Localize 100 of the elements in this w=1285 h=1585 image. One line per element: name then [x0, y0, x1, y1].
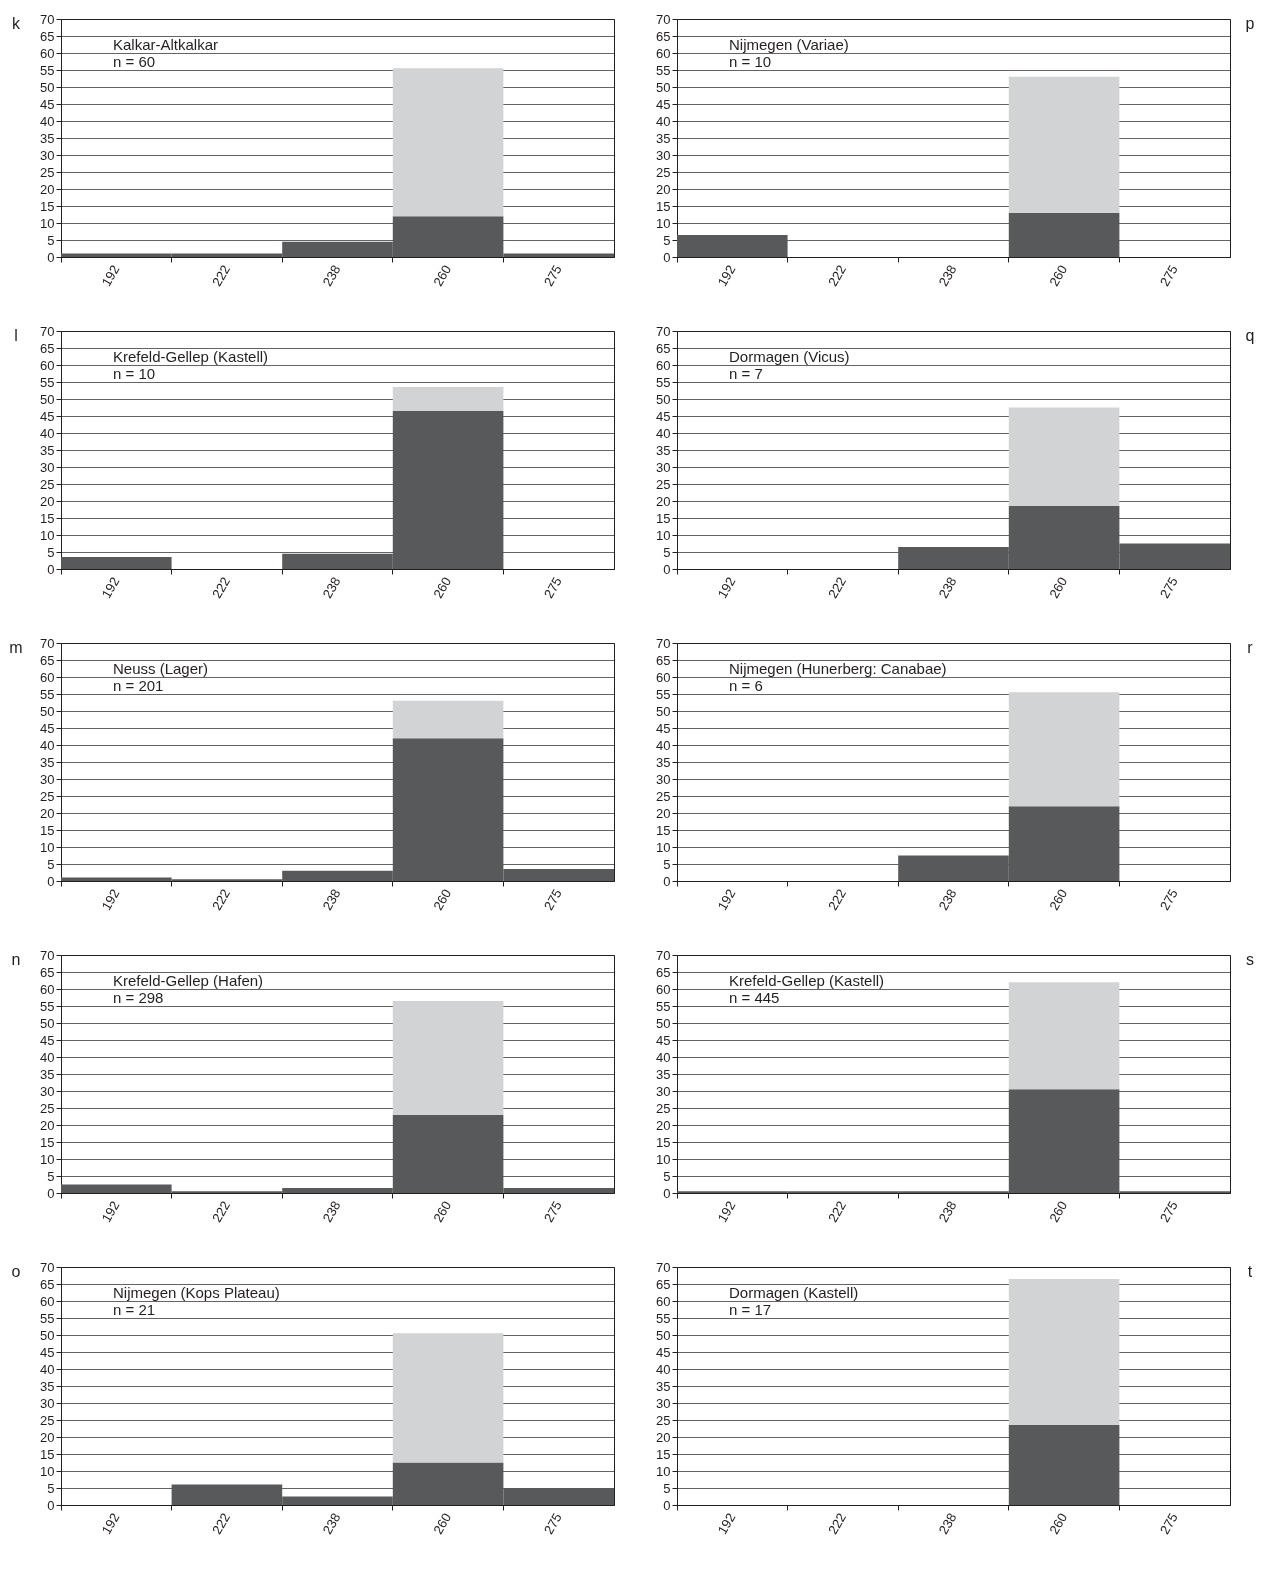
y-tick-label: 20: [40, 1117, 55, 1133]
x-tick-label: 275: [1156, 886, 1181, 913]
y-tick-label: 30: [656, 459, 671, 475]
text: Kalkar-Altkalkar: [113, 35, 219, 53]
x-tick-label: 222: [825, 1198, 849, 1225]
y-tick-label: 30: [656, 771, 671, 787]
x-tick-label: 260: [430, 574, 455, 601]
y-tick-label: 5: [47, 1168, 55, 1184]
y-tick-label: 35: [656, 130, 671, 146]
text: n = 201: [113, 676, 164, 694]
y-tick-label: 30: [656, 1083, 671, 1099]
y-tick-label: 40: [656, 1049, 671, 1065]
y-tick-label: 50: [40, 1327, 55, 1343]
bar: [1008, 692, 1120, 807]
x-tick-label: 238: [319, 1198, 344, 1225]
y-tick-label: 10: [656, 1463, 671, 1479]
y-tick-label: 60: [656, 45, 671, 61]
y-tick-label: 50: [40, 79, 55, 95]
x-tick-label: 275: [540, 886, 565, 913]
y-tick-label: 20: [656, 181, 671, 197]
x-tick-label: 260: [1046, 886, 1071, 913]
y-tick-label: 20: [656, 1429, 671, 1445]
x-tick-label: 192: [98, 574, 123, 601]
text: k: [12, 15, 21, 32]
y-tick-label: 20: [40, 181, 55, 197]
x-tick-label: 238: [935, 1510, 960, 1537]
x-tick-label: 222: [209, 574, 233, 601]
text: n = 17: [729, 1300, 772, 1318]
text: Dormagen (Vicus): [729, 347, 850, 365]
y-tick-label: 10: [40, 1151, 55, 1167]
bar: [1008, 212, 1120, 257]
text: Nijmegen (Variae): [729, 35, 849, 53]
y-tick-label: 35: [40, 130, 55, 146]
y-tick-label: 30: [40, 1083, 55, 1099]
y-tick-label: 25: [40, 164, 55, 180]
y-tick-label: 40: [40, 425, 55, 441]
text: m: [9, 639, 23, 656]
y-tick-label: 60: [656, 1293, 671, 1309]
y-tick-label: 65: [656, 340, 671, 356]
x-tick-label: 260: [1046, 1510, 1071, 1537]
y-tick-label: 10: [656, 1151, 671, 1167]
y-tick-label: 35: [40, 1066, 55, 1082]
y-tick-label: 30: [40, 147, 55, 163]
y-tick-label: 55: [40, 1310, 55, 1326]
y-tick-label: 35: [656, 754, 671, 770]
y-tick-label: 25: [656, 788, 671, 804]
y-tick-label: 70: [656, 635, 671, 651]
x-tick-label: 260: [430, 886, 455, 913]
y-tick-label: 10: [40, 215, 55, 231]
y-tick-label: 45: [656, 96, 671, 112]
y-tick-label: 0: [47, 1497, 55, 1513]
x-tick-label: 260: [430, 262, 455, 289]
bar: [61, 557, 172, 569]
y-tick-label: 70: [656, 323, 671, 339]
y-tick-label: 20: [656, 493, 671, 509]
text: t: [1247, 1263, 1253, 1280]
x-tick-label: 192: [98, 886, 123, 913]
text: l: [14, 327, 18, 344]
y-tick-label: 35: [40, 754, 55, 770]
bar: [1008, 407, 1120, 507]
y-tick-label: 15: [40, 1446, 55, 1462]
y-tick-label: 65: [40, 28, 55, 44]
y-tick-label: 0: [663, 561, 671, 577]
y-tick-label: 25: [40, 476, 55, 492]
y-tick-label: 70: [40, 323, 55, 339]
y-tick-label: 20: [40, 1429, 55, 1445]
y-tick-label: 20: [40, 805, 55, 821]
y-tick-label: 35: [656, 1066, 671, 1082]
y-tick-label: 55: [40, 62, 55, 78]
x-tick-label: 260: [430, 1198, 455, 1225]
y-tick-label: 50: [40, 1015, 55, 1031]
x-tick-label: 192: [714, 574, 739, 601]
y-tick-label: 50: [656, 79, 671, 95]
x-tick-label: 238: [319, 886, 344, 913]
x-tick-label: 238: [935, 262, 960, 289]
y-tick-label: 60: [656, 357, 671, 373]
y-tick-label: 15: [656, 1134, 671, 1150]
y-tick-label: 20: [656, 1117, 671, 1133]
y-tick-label: 15: [40, 510, 55, 526]
y-tick-label: 5: [47, 1480, 55, 1496]
y-tick-label: 65: [40, 964, 55, 980]
text: Neuss (Lager): [113, 659, 209, 677]
x-tick-label: 192: [714, 886, 739, 913]
y-tick-label: 5: [663, 544, 671, 560]
text: n = 445: [729, 988, 780, 1006]
y-tick-label: 40: [40, 113, 55, 129]
y-tick-label: 5: [663, 232, 671, 248]
y-tick-label: 55: [656, 686, 671, 702]
y-tick-label: 45: [40, 408, 55, 424]
y-tick-label: 65: [40, 340, 55, 356]
y-tick-label: 15: [40, 822, 55, 838]
y-tick-label: 55: [656, 998, 671, 1014]
y-tick-label: 60: [40, 981, 55, 997]
text: Krefeld-Gellep (Hafen): [113, 971, 264, 989]
y-tick-label: 25: [656, 1100, 671, 1116]
x-tick-label: 275: [1156, 574, 1181, 601]
y-tick-label: 35: [656, 1378, 671, 1394]
x-tick-label: 192: [714, 1198, 739, 1225]
y-tick-label: 50: [656, 1015, 671, 1031]
y-tick-label: 65: [40, 1276, 55, 1292]
